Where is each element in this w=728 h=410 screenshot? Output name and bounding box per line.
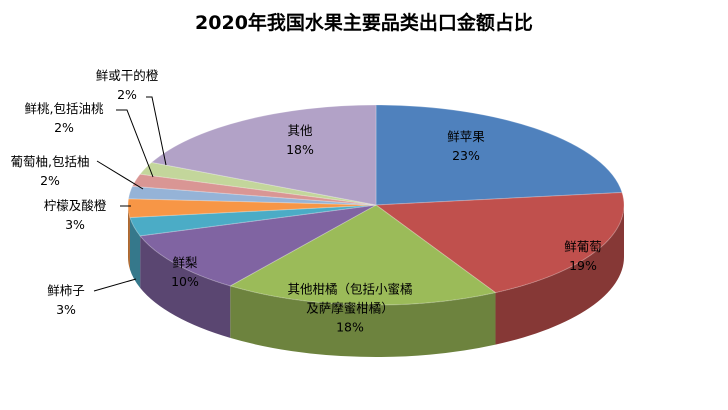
slice-name: 鲜桃,包括油桃 xyxy=(24,101,104,116)
pie-slice-4[interactable] xyxy=(129,204,377,237)
pie-slice-0[interactable] xyxy=(375,104,623,206)
data-label-7: 鲜桃,包括油桃 2% xyxy=(25,99,104,137)
data-label-8: 鲜或干的橙 2% xyxy=(96,66,159,104)
slice-value: 18% xyxy=(336,319,364,335)
data-label-5: 柠檬及酸橙 3% xyxy=(44,196,107,234)
slice-value: 3% xyxy=(56,302,76,317)
leader-line-grapefruit xyxy=(96,160,144,190)
pie-slice-side-3 xyxy=(140,235,231,338)
data-label-2: 其他柑橘（包括小蜜橘及萨摩蜜柑橘） 18% xyxy=(282,280,418,337)
pie-slice-side-1 xyxy=(495,205,624,345)
slice-name: 柠檬及酸橙 xyxy=(43,198,107,213)
data-label-0: 鲜苹果 23% xyxy=(447,127,485,165)
leader-line-persimmon xyxy=(93,278,137,292)
pie-slice-2[interactable] xyxy=(228,204,497,306)
slice-name: 其他 xyxy=(287,123,313,138)
pie-slice-6[interactable] xyxy=(127,185,377,206)
slice-value: 2% xyxy=(117,87,137,102)
data-label-3: 鲜梨 10% xyxy=(171,253,199,291)
pie-slice-8[interactable] xyxy=(139,161,377,206)
slice-value: 23% xyxy=(452,148,480,163)
slice-name: 其他柑橘（包括小蜜橘及萨摩蜜柑橘） xyxy=(287,281,413,316)
pie-slice-7[interactable] xyxy=(131,173,377,206)
data-label-9: 其他 18% xyxy=(286,121,314,159)
slice-name: 鲜梨 xyxy=(172,255,198,270)
pie-slice-1[interactable] xyxy=(374,191,625,294)
data-label-4: 鲜柿子 3% xyxy=(47,281,85,319)
data-label-1: 鲜葡萄 19% xyxy=(564,237,602,275)
chart-title: 2020年我国水果主要品类出口金额占比 xyxy=(195,12,533,34)
pie-slice-9[interactable] xyxy=(150,104,377,206)
slice-name: 鲜苹果 xyxy=(447,129,485,144)
slice-value: 2% xyxy=(54,120,74,135)
slice-value: 3% xyxy=(65,217,85,232)
pie-slice-side-5 xyxy=(128,205,130,270)
pie-slice-side-2 xyxy=(230,285,496,357)
slice-value: 10% xyxy=(171,274,199,289)
slice-name: 鲜葡萄 xyxy=(564,239,602,254)
data-label-6: 葡萄柚,包括柚 2% xyxy=(11,152,90,190)
leader-line-orange xyxy=(146,96,167,166)
pie-slice-side-4 xyxy=(129,217,141,288)
slice-value: 19% xyxy=(569,258,597,273)
slice-name: 葡萄柚,包括柚 xyxy=(10,154,90,169)
slice-value: 2% xyxy=(40,173,60,188)
leader-line-peach xyxy=(116,109,154,178)
slice-name: 鲜或干的橙 xyxy=(95,68,159,83)
slice-name: 鲜柿子 xyxy=(47,283,85,298)
pie-slice-3[interactable] xyxy=(139,204,377,287)
slice-value: 18% xyxy=(286,142,314,157)
pie-slice-5[interactable] xyxy=(127,198,377,219)
